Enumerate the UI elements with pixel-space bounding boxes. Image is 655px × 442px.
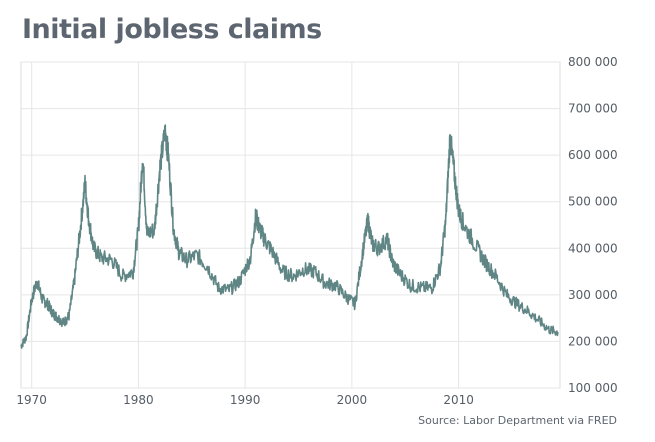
y-tick-label: 300 000 xyxy=(568,288,618,302)
y-tick-label: 800 000 xyxy=(568,55,618,69)
x-tick-label: 1970 xyxy=(16,393,47,407)
x-tick-labels: 1970 1980 1990 2000 2010 xyxy=(16,393,473,407)
x-tick-label: 2000 xyxy=(337,393,368,407)
y-tick-label: 500 000 xyxy=(568,195,618,209)
chart-title: Initial jobless claims xyxy=(22,14,322,45)
y-tick-label: 700 000 xyxy=(568,102,618,116)
y-gridlines xyxy=(21,61,560,389)
jobless-claims-line xyxy=(20,124,559,349)
x-gridlines xyxy=(31,62,460,388)
source-note: Source: Labor Department via FRED xyxy=(418,414,617,427)
y-tick-label: 200 000 xyxy=(568,334,618,348)
y-tick-label: 100 000 xyxy=(568,381,618,395)
x-tick-label: 1980 xyxy=(123,393,154,407)
y-tick-label: 400 000 xyxy=(568,241,618,255)
x-tick-label: 2010 xyxy=(443,393,474,407)
x-tick-label: 1990 xyxy=(230,393,261,407)
plot-frame xyxy=(20,61,561,389)
y-tick-label: 600 000 xyxy=(568,148,618,162)
y-tick-labels: 100 000 200 000 300 000 400 000 500 000 600 0… xyxy=(568,55,618,395)
